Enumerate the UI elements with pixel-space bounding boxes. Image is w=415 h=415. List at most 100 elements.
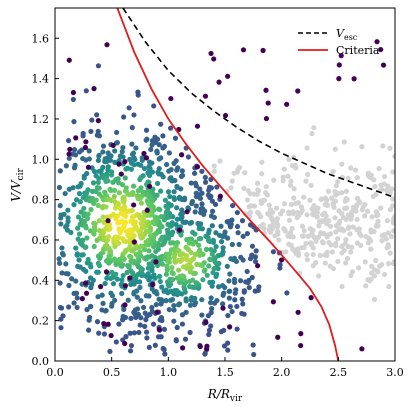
scatter-point [220, 301, 226, 307]
scatter-point [322, 195, 328, 201]
scatter-point [381, 173, 388, 180]
scatter-point [155, 334, 162, 340]
scatter-point [349, 244, 355, 250]
scatter-point [288, 178, 294, 184]
scatter-point [143, 155, 150, 161]
scatter-point [229, 178, 235, 184]
scatter-point [351, 76, 357, 82]
scatter-point [169, 296, 176, 303]
x-tick-label: 2.5 [330, 366, 348, 379]
scatter-point [235, 230, 241, 236]
scatter-point [99, 292, 105, 298]
scatter-point [368, 172, 374, 179]
scatter-point [218, 239, 225, 245]
scatter-point [359, 346, 365, 352]
scatter-point [387, 190, 393, 196]
scatter-point [305, 233, 311, 239]
scatter-point [162, 197, 168, 203]
scatter-point [278, 257, 285, 263]
scatter-point [203, 319, 209, 326]
scatter-point [298, 331, 304, 337]
scatter-point [163, 203, 169, 209]
scatter-point [153, 302, 159, 308]
scatter-point [249, 243, 256, 249]
scatter-point [169, 269, 175, 276]
scatter-point [123, 228, 129, 234]
scatter-point [230, 202, 236, 209]
scatter-point [363, 283, 369, 289]
scatter-point [128, 315, 134, 321]
scatter-point [118, 171, 124, 177]
scatter-point [66, 282, 72, 289]
scatter-point [263, 184, 269, 190]
scatter-point [66, 155, 72, 161]
scatter-point [188, 180, 194, 186]
scatter-point [330, 265, 337, 272]
v-esc-curve [122, 8, 395, 199]
scatter-point [167, 176, 173, 182]
scatter-point [265, 100, 271, 106]
scatter-point [116, 234, 122, 241]
scatter-point [114, 129, 120, 136]
scatter-point [354, 195, 361, 201]
scatter-point [220, 245, 226, 251]
scatter-point [131, 112, 137, 118]
scatter-point [76, 231, 83, 237]
scatter-point [84, 235, 90, 241]
scatter-point [315, 234, 321, 240]
scatter-point [66, 304, 72, 310]
scatter-point [255, 263, 261, 269]
scatter-point [112, 205, 119, 211]
scatter-point [197, 343, 203, 350]
scatter-point [206, 263, 212, 269]
scatter-point [103, 307, 109, 314]
scatter-point [339, 250, 345, 256]
scatter-point [116, 180, 122, 186]
scatter-point [362, 259, 368, 265]
scatter-point [57, 168, 63, 174]
scatter-point [333, 183, 339, 189]
scatter-point [288, 201, 295, 208]
scatter-point [116, 190, 122, 196]
scatter-point [172, 135, 179, 141]
scatter-point [139, 157, 145, 163]
scatter-point [90, 180, 97, 186]
scatter-point [70, 89, 77, 96]
scatter-point [362, 213, 368, 219]
scatter-point [178, 173, 185, 179]
scatter-point [104, 275, 110, 281]
scatter-point [286, 156, 292, 163]
scatter-point [232, 297, 238, 303]
scatter-point [243, 279, 249, 285]
scatter-point [166, 259, 172, 265]
scatter-point [151, 272, 157, 278]
scatter-point [336, 62, 342, 68]
scatter-point [369, 214, 375, 220]
scatter-point [179, 273, 185, 279]
scatter-point [88, 128, 94, 135]
scatter-point [343, 188, 350, 194]
scatter-point [226, 278, 232, 284]
scatter-point [384, 245, 390, 251]
scatter-point [301, 228, 307, 234]
scatter-point [216, 284, 222, 290]
scatter-point [270, 249, 277, 255]
scatter-point [87, 314, 93, 321]
scatter-point [130, 183, 137, 189]
scatter-point [74, 295, 80, 301]
scatter-point [143, 293, 149, 299]
scatter-point [191, 170, 198, 176]
scatter-point [166, 168, 172, 174]
scatter-point [138, 200, 144, 206]
scatter-point [234, 209, 240, 216]
scatter-point [350, 224, 356, 230]
scatter-point [135, 188, 141, 194]
scatter-point [371, 273, 378, 279]
scatter-point [93, 197, 99, 203]
scatter-point [188, 295, 195, 301]
scatter-point [85, 164, 92, 170]
scatter-point [282, 228, 288, 234]
scatter-point [143, 127, 150, 133]
scatter-point [80, 133, 86, 139]
scatter-point [103, 204, 109, 210]
